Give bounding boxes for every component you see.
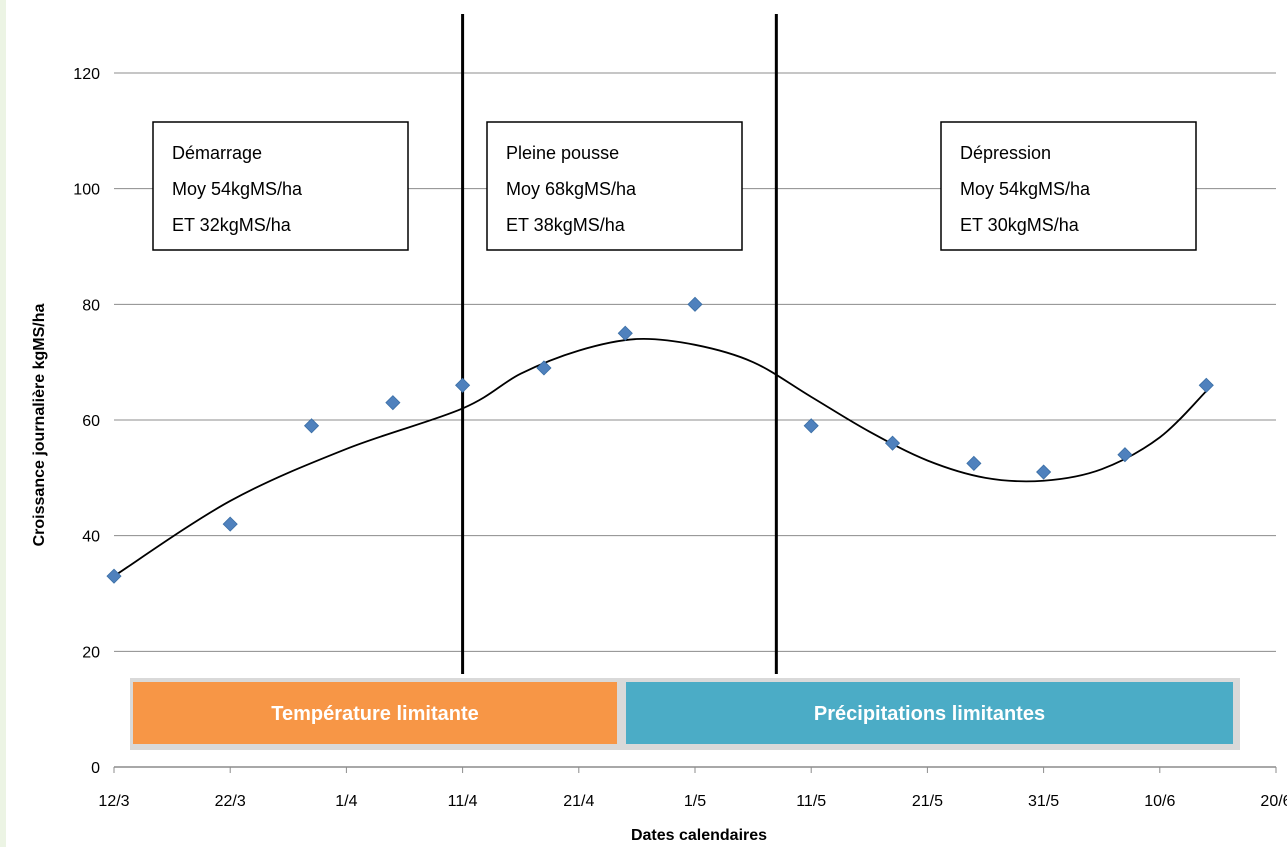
x-tick-label: 31/5 [1028, 793, 1059, 810]
trendline [113, 337, 1207, 577]
data-point [803, 418, 819, 434]
y-tick-label: 40 [82, 529, 100, 546]
phase-box-text: ET 32kgMS/ha [172, 215, 292, 235]
y-tick-label: 60 [82, 413, 100, 430]
phase-box-text: Démarrage [172, 143, 262, 163]
data-point [106, 568, 122, 584]
phase-box-text: ET 30kgMS/ha [960, 215, 1080, 235]
phase-box-text: Moy 54kgMS/ha [172, 179, 303, 199]
y-tick-label: 80 [82, 297, 100, 314]
y-tick-label: 120 [73, 66, 100, 83]
phase-dividers [461, 14, 778, 674]
axes: 0 20 40 60 80 100 120 12/3 22/3 1/4 11/4 21/4 1/5 11/… [73, 66, 1287, 810]
limiting-factor-label: Température limitante [271, 703, 478, 725]
chart: 0 20 40 60 80 100 120 12/3 22/3 1/4 11/4 21/4 1/5 11/… [31, 14, 1287, 844]
trendline-layer [113, 337, 1207, 577]
x-tick-label: 21/4 [563, 793, 594, 810]
x-tick-label: 1/5 [684, 793, 706, 810]
data-point [385, 395, 401, 411]
phase-box [940, 121, 1197, 251]
phase-box-text: Pleine pousse [506, 143, 619, 163]
data-point [1198, 377, 1214, 393]
data-point [966, 455, 982, 471]
data-point [1036, 464, 1052, 480]
phase-boxes: Démarrage Moy 54kgMS/ha ET 32kgMS/ha Pleine… [152, 121, 1197, 251]
phase-box-text: Moy 68kgMS/ha [506, 179, 637, 199]
x-tick-label: 10/6 [1144, 793, 1175, 810]
data-point [303, 418, 320, 434]
x-tick-label: 11/5 [796, 793, 826, 810]
phase-box-text: Dépression [960, 143, 1051, 163]
data-point [617, 325, 633, 341]
data-point [884, 435, 901, 451]
limiting-factor-band [626, 682, 1233, 744]
data-point [687, 296, 703, 312]
x-tick-label: 1/4 [335, 793, 357, 810]
y-tick-label: 0 [91, 760, 100, 777]
data-point [536, 360, 552, 376]
limiting-factor-bands: Température limitante Précipitations limi… [130, 678, 1240, 750]
phase-box-text: Moy 54kgMS/ha [960, 179, 1091, 199]
limiting-factor-label: Précipitations limitantes [814, 703, 1045, 725]
y-tick-label: 100 [73, 182, 100, 199]
data-point [1117, 447, 1133, 463]
y-tick-label: 20 [82, 644, 100, 661]
data-point [455, 377, 471, 393]
data-points [106, 296, 1214, 584]
x-tick-label: 21/5 [912, 793, 943, 810]
phase-box [152, 121, 409, 251]
x-axis-title: Dates calendaires [631, 827, 767, 844]
x-tick-label: 11/4 [448, 793, 478, 810]
x-tick-label: 20/6 [1260, 793, 1287, 810]
y-axis-title: Croissance journalière kgMS/ha [31, 304, 48, 547]
phase-box-text: ET 38kgMS/ha [506, 215, 626, 235]
phase-box [486, 121, 743, 251]
data-point [222, 516, 238, 532]
limiting-factor-band [133, 682, 617, 744]
x-tick-label: 12/3 [98, 793, 129, 810]
x-tick-label: 22/3 [215, 793, 246, 810]
